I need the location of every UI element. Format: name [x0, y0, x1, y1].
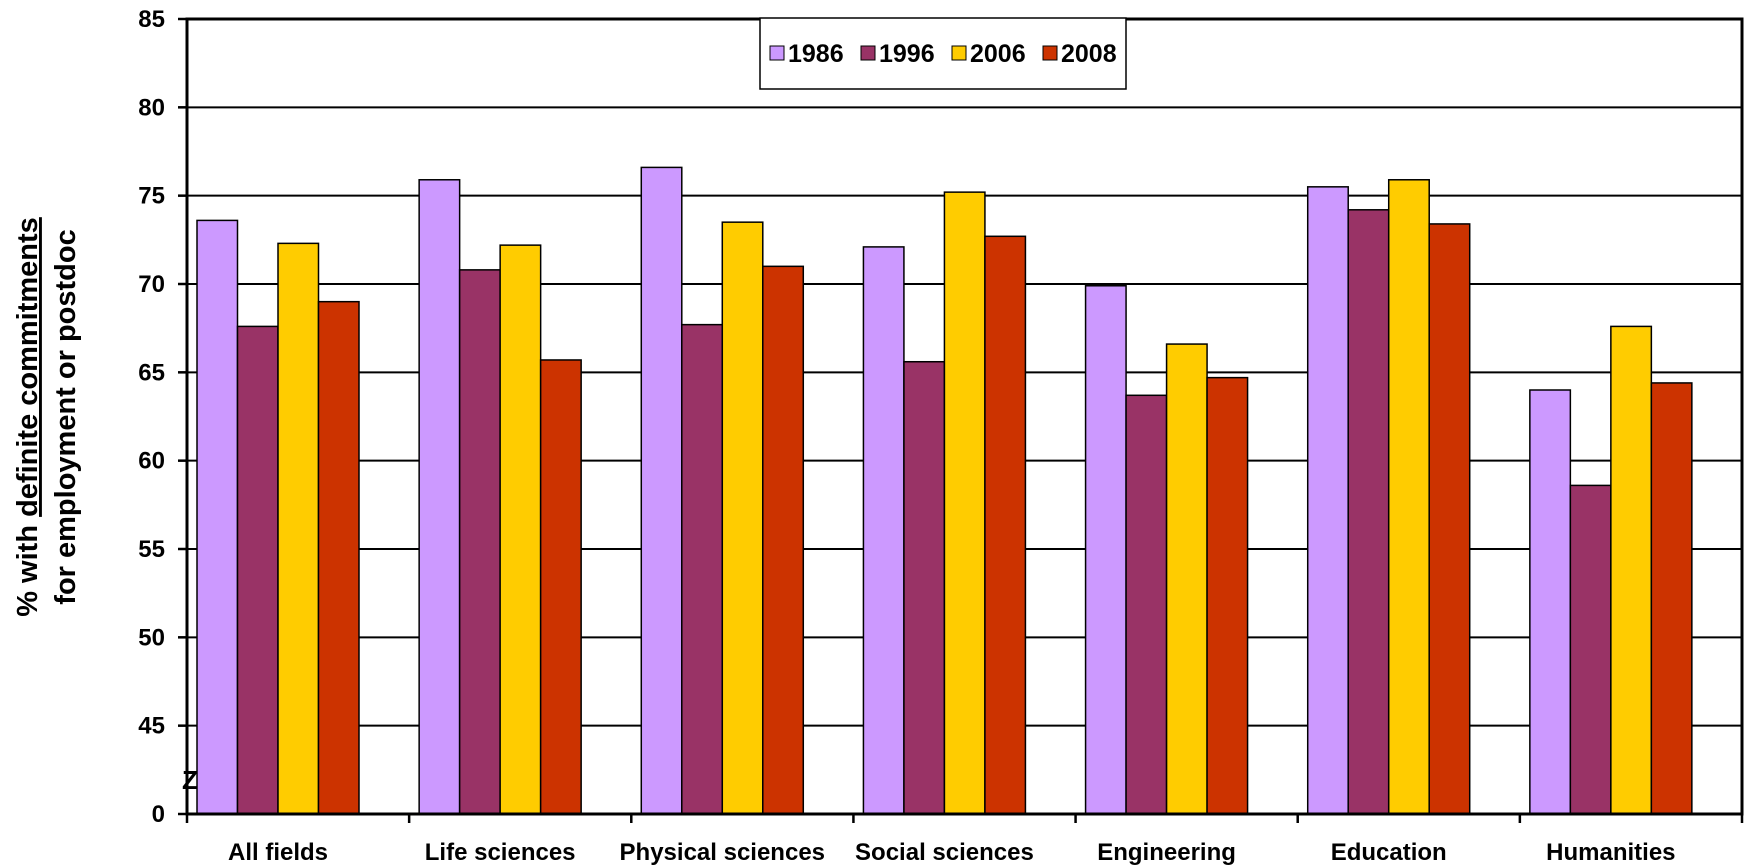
axis-break-symbol: Z	[182, 765, 198, 795]
x-category-label: Education	[1331, 839, 1447, 866]
bar-2008-all-fields	[317, 300, 360, 815]
y-tick-label: 60	[138, 448, 165, 475]
bar-2008-humanities	[1650, 382, 1693, 815]
bar-2008-social-sciences	[984, 235, 1027, 815]
legend-label-1986: 1986	[788, 40, 844, 68]
bar-2006-humanities	[1610, 325, 1653, 815]
bar-2006-all-fields	[277, 242, 320, 815]
legend-swatch-1986	[769, 45, 785, 61]
x-axis-ticks: All fields Life sciences Physical sciences…	[185, 814, 1744, 866]
y-tick-label: 50	[138, 624, 165, 651]
legend-label-2006: 2006	[970, 40, 1026, 68]
legend-label-2008: 2008	[1061, 40, 1117, 68]
bar-1986-all-fields	[196, 219, 239, 815]
bar-1986-social-sciences	[862, 246, 905, 815]
x-category-label: Social sciences	[855, 839, 1034, 866]
legend-swatch-1996	[860, 45, 876, 61]
bar-2006-social-sciences	[943, 191, 986, 815]
x-category-label: Engineering	[1097, 839, 1236, 866]
bar-1996-all-fields	[236, 325, 279, 815]
legend-box	[759, 17, 1127, 90]
x-category-label: Humanities	[1546, 839, 1675, 866]
legend-swatch-2008	[1042, 45, 1058, 61]
bar-2008-engineering	[1206, 376, 1249, 815]
y-tick-label: 55	[138, 536, 165, 563]
y-axis-label-part-1: % with	[12, 517, 44, 617]
bar-1986-life-sciences	[418, 179, 461, 815]
bar-1996-social-sciences	[903, 360, 946, 815]
x-category-label: Physical sciences	[620, 839, 825, 866]
y-axis-label: % with definite commitments for employme…	[12, 217, 82, 617]
y-tick-label: 65	[138, 359, 165, 386]
bar-2006-education	[1387, 179, 1430, 815]
legend-swatch-2006	[951, 45, 967, 61]
bar-1986-physical-sciences	[640, 166, 683, 815]
bar-1996-physical-sciences	[681, 323, 724, 815]
y-axis-label-emphasis: definite commitments	[12, 217, 44, 517]
y-tick-label: 70	[138, 271, 165, 298]
x-category-label: All fields	[228, 839, 328, 866]
bar-1996-education	[1347, 209, 1390, 815]
y-tick-label: 45	[138, 713, 165, 740]
legend-label-1996: 1996	[879, 40, 935, 68]
bar-2008-life-sciences	[539, 359, 582, 815]
bar-1996-humanities	[1569, 484, 1612, 815]
y-axis-label-line-2: for employment or postdoc	[50, 229, 82, 604]
bar-2006-life-sciences	[499, 244, 542, 815]
bar-1986-education	[1306, 186, 1349, 815]
y-tick-label: 85	[138, 6, 165, 33]
y-tick-label: 80	[138, 94, 165, 121]
bar-2008-education	[1428, 223, 1471, 815]
bar-1986-engineering	[1084, 285, 1127, 815]
legend: 1986 1996 2006 2008	[759, 17, 1127, 90]
y-tick-label: 75	[138, 183, 165, 210]
x-category-label: Life sciences	[425, 839, 576, 866]
bar-2008-physical-sciences	[762, 265, 805, 815]
bar-2006-engineering	[1165, 343, 1208, 815]
y-tick-label: 0	[152, 801, 165, 828]
bar-1996-life-sciences	[458, 269, 501, 815]
bars	[196, 166, 1693, 815]
bar-1986-humanities	[1529, 389, 1572, 815]
svg-text:% with definite commitments: % with definite commitments	[12, 217, 44, 617]
bar-1996-engineering	[1125, 394, 1168, 815]
y-axis-ticks: 0 45 50 55 60 65 70 75 80 85	[138, 6, 187, 828]
bar-2006-physical-sciences	[721, 221, 764, 815]
